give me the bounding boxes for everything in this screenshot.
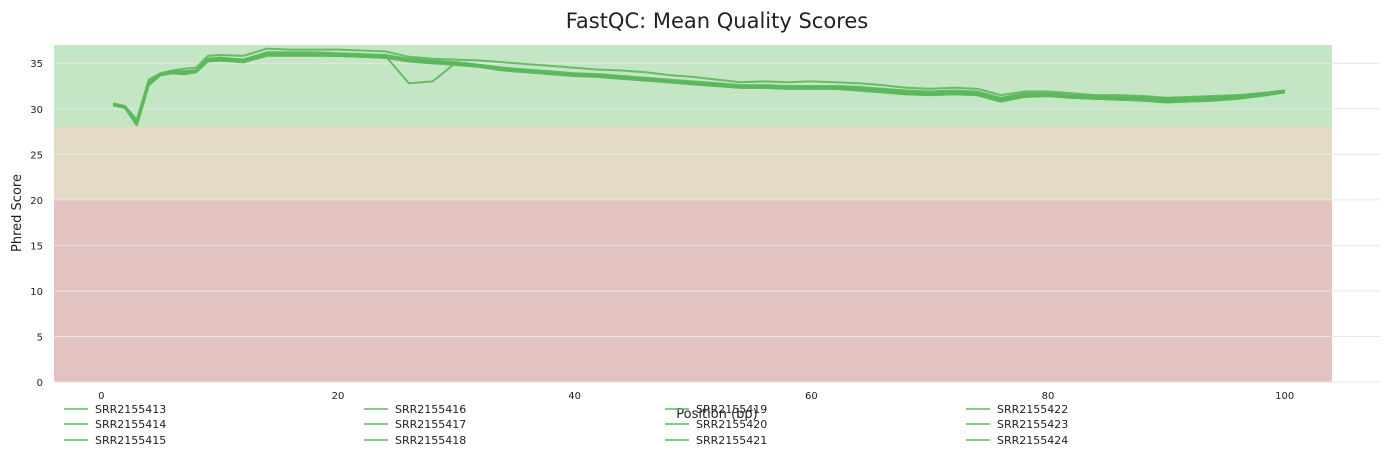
legend-item-SRR2155413[interactable]: SRR2155413	[64, 403, 166, 416]
legend-label: SRR2155424	[997, 434, 1068, 447]
y-tick-label: 15	[30, 241, 43, 252]
legend-item-SRR2155419[interactable]: SRR2155419	[665, 403, 767, 416]
y-tick-label: 10	[30, 287, 43, 298]
x-tick-label: 60	[805, 391, 818, 402]
series-line-SRR2155424[interactable]	[112, 54, 1285, 126]
y-tick-label: 30	[30, 105, 43, 116]
legend-item-SRR2155424[interactable]: SRR2155424	[966, 434, 1068, 447]
legend-label: SRR2155416	[395, 403, 466, 416]
legend-label: SRR2155422	[997, 403, 1068, 416]
legend-item-SRR2155415[interactable]: SRR2155415	[64, 434, 166, 447]
y-axis-label: Phred Score	[10, 174, 25, 252]
x-axis-label: Position (bp)	[676, 407, 757, 422]
legend: SRR2155413 SRR2155414 SRR2155415 SRR2155416…	[64, 403, 1068, 447]
legend-label: SRR2155414	[95, 418, 166, 431]
y-tick-label: 0	[37, 378, 43, 389]
legend-item-SRR2155420[interactable]: SRR2155420	[665, 418, 767, 431]
x-tick-label: 100	[1275, 391, 1294, 402]
legend-item-SRR2155418[interactable]: SRR2155418	[364, 434, 466, 447]
quality-band-2	[54, 45, 1332, 127]
legend-item-SRR2155423[interactable]: SRR2155423	[966, 418, 1068, 431]
legend-item-SRR2155417[interactable]: SRR2155417	[364, 418, 466, 431]
x-tick-label: 20	[332, 391, 345, 402]
legend-label: SRR2155421	[696, 434, 767, 447]
series-line-SRR2155415[interactable]	[112, 47, 1285, 121]
legend-item-SRR2155422[interactable]: SRR2155422	[966, 403, 1068, 416]
legend-label: SRR2155420	[696, 418, 767, 431]
y-gridlines	[54, 62, 1380, 383]
quality-band-1	[54, 126, 1332, 200]
legend-label: SRR2155419	[696, 403, 767, 416]
legend-label: SRR2155413	[95, 403, 166, 416]
legend-item-SRR2155416[interactable]: SRR2155416	[364, 403, 466, 416]
y-tick-label: 5	[37, 332, 43, 343]
x-tick-label: 0	[98, 391, 104, 402]
y-tick-label: 25	[30, 150, 43, 161]
x-tick-label: 40	[568, 391, 581, 402]
legend-label: SRR2155417	[395, 418, 466, 431]
chart-title: FastQC: Mean Quality Scores	[566, 9, 869, 33]
legend-item-SRR2155414[interactable]: SRR2155414	[64, 418, 166, 431]
series-lines	[112, 47, 1285, 127]
legend-label: SRR2155418	[395, 434, 466, 447]
legend-label: SRR2155415	[95, 434, 166, 447]
y-axis-ticks: 0 5 10 15 20 25 30 35	[30, 59, 43, 389]
x-axis-ticks: 0 20 40 60 80 100	[98, 391, 1294, 402]
legend-item-SRR2155421[interactable]: SRR2155421	[665, 434, 767, 447]
y-tick-label: 20	[30, 196, 43, 207]
y-tick-label: 35	[30, 59, 43, 70]
x-tick-label: 80	[1042, 391, 1055, 402]
legend-label: SRR2155423	[997, 418, 1068, 431]
